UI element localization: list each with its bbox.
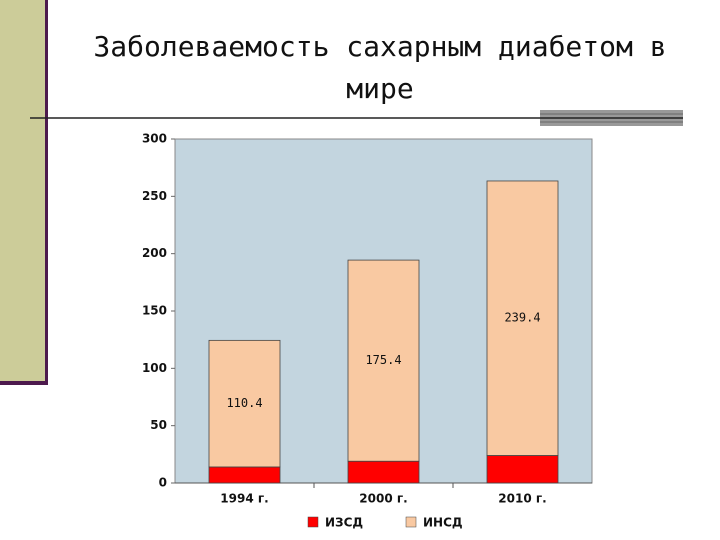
data-label: 239.4 — [504, 311, 540, 325]
side-band-edge — [45, 0, 48, 385]
y-tick-label: 150 — [142, 304, 167, 318]
x-tick-label: 2010 г. — [498, 492, 546, 506]
bar-segment — [486, 180, 559, 456]
side-band-edge — [0, 381, 47, 385]
y-tick-label: 250 — [142, 189, 167, 203]
y-tick-label: 50 — [150, 418, 167, 432]
bar-segment — [208, 339, 281, 468]
legend-label: ИЗСД — [325, 516, 363, 530]
data-label: 110.4 — [226, 396, 262, 410]
y-tick-label: 100 — [142, 361, 167, 375]
data-label: 175.4 — [365, 353, 401, 367]
side-band — [0, 0, 47, 383]
bar-segment — [347, 259, 420, 462]
legend-swatch — [307, 516, 319, 528]
bar-segment — [347, 460, 420, 484]
x-tick-label: 1994 г. — [220, 492, 268, 506]
y-tick-label: 0 — [159, 476, 167, 490]
legend-label: ИНСД — [423, 516, 463, 530]
bar-segment — [486, 455, 559, 484]
y-tick-label: 200 — [142, 246, 167, 260]
chart-title: Заболеваемость сахарным диабетом в мире — [93, 30, 667, 105]
legend-swatch — [405, 516, 417, 528]
bar-segment — [208, 466, 281, 484]
y-tick-label: 300 — [142, 132, 167, 146]
x-tick-label: 2000 г. — [359, 492, 407, 506]
